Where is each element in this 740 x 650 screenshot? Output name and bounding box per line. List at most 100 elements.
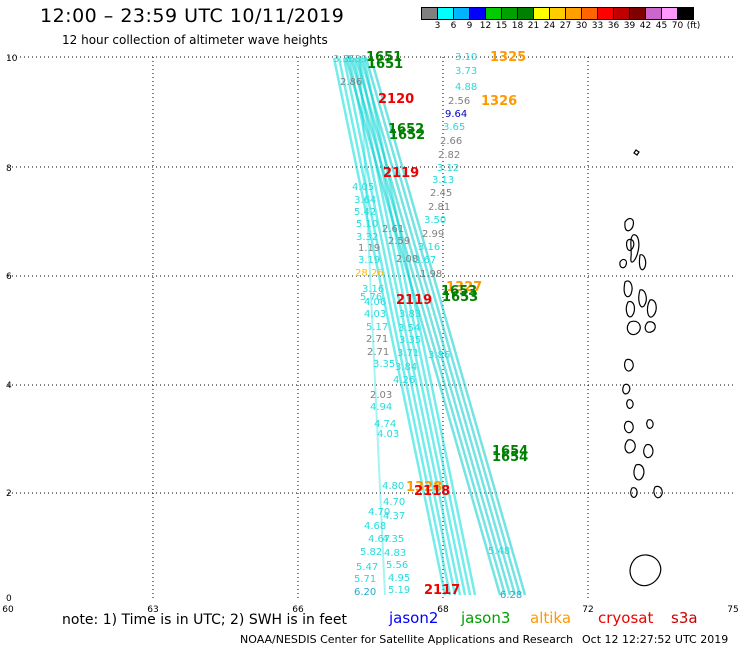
x-tick-label: 63 [147, 605, 158, 615]
legend-jason3: jason3 [461, 609, 511, 627]
wave-height-reading: 4.74 [374, 419, 396, 430]
track-swath [347, 57, 462, 596]
legend-s3a: s3a [671, 609, 698, 627]
color-scale-label: 39 [623, 21, 636, 31]
wave-height-reading: 5.19 [388, 585, 410, 596]
coastline-islands [619, 149, 663, 587]
wave-height-reading: 3.35 [333, 54, 355, 65]
y-tick-label: 0 [6, 594, 12, 604]
wave-height-reading: 3.16 [418, 242, 440, 253]
pass-time-label: 2119 [383, 166, 419, 181]
island-outline [625, 238, 635, 252]
island-outline [623, 280, 633, 298]
wave-height-reading: 3.12 [437, 163, 459, 174]
wave-height-reading: 2.81 [428, 202, 450, 213]
pass-time-label: 1326 [481, 94, 517, 109]
wave-height-reading: 1.19 [358, 243, 380, 254]
pass-time-label: 1654 [492, 444, 528, 459]
wave-height-reading: 3.64 [354, 195, 376, 206]
wave-height-reading: 5.82 [360, 547, 382, 558]
island-outline [626, 320, 641, 336]
wave-height-reading: 1.98 [420, 269, 442, 280]
y-tick-label: 6 [6, 272, 12, 282]
pass-time-label: 2117 [424, 583, 460, 598]
color-scale-label: 27 [559, 21, 572, 31]
x-tick-label: 68 [437, 605, 449, 615]
pass-time-label: 1652 [388, 122, 424, 137]
wave-height-reading: 28.26 [355, 268, 384, 279]
wave-height-reading: 6.28 [500, 590, 522, 601]
track-swath [369, 57, 527, 596]
island-outline [625, 300, 636, 318]
color-scale-label: 21 [527, 21, 540, 31]
wave-height-reading: 3.71 [397, 348, 419, 359]
island-outline [619, 258, 628, 269]
island-outline [638, 289, 647, 308]
wave-height-reading: 2.71 [366, 334, 388, 345]
wave-height-reading: 4.03 [377, 429, 399, 440]
pass-time-label: 2119 [396, 293, 432, 308]
wave-height-reading: 3.67 [414, 255, 436, 266]
legend-note: note: 1) Time is in UTC; 2) SWH is in fe… [62, 612, 348, 628]
wave-height-reading: 5.10 [356, 219, 378, 230]
island-outline [646, 299, 657, 318]
track-swath [332, 57, 447, 596]
y-tick-label: 4 [6, 381, 12, 391]
wave-height-reading: 4.70 [368, 507, 390, 518]
island-outline [630, 234, 640, 263]
island-outline [623, 358, 634, 372]
map-subtitle: 12 hour collection of altimeter wave hei… [62, 33, 328, 47]
pass-time-label: 1653 [442, 290, 478, 305]
wave-height-reading: 4.03 [364, 309, 386, 320]
pass-time-label: 1654 [492, 450, 528, 465]
wave-height-reading: 3.83 [399, 309, 421, 320]
wave-height-reading: 5.56 [386, 560, 408, 571]
wave-height-reading: 3.13 [432, 175, 454, 186]
color-scale [421, 5, 694, 24]
color-scale-label: 36 [607, 21, 620, 31]
color-scale-label: 3 [434, 21, 441, 31]
wave-height-reading: 5.17 [366, 322, 388, 333]
pass-time-label: 1652 [389, 128, 425, 143]
x-tick-label: 66 [292, 605, 304, 615]
island-outline [644, 321, 656, 333]
wave-height-reading: 2.61 [382, 224, 404, 235]
island-outline [623, 420, 634, 434]
wave-height-reading: 2.71 [367, 347, 389, 358]
wave-height-reading: 4.83 [384, 548, 406, 559]
map-title: 12:00 – 23:59 UTC 10/11/2019 [40, 5, 345, 27]
legend-altika: altika [530, 609, 572, 627]
wave-height-reading: 2.08 [396, 254, 418, 265]
wave-height-reading: 4.37 [383, 511, 405, 522]
wave-height-reading: 4.68 [364, 521, 386, 532]
x-tick-label: 60 [2, 605, 14, 615]
pass-time-label: 1325 [490, 50, 526, 65]
y-tick-label: 2 [6, 489, 12, 499]
track-swath [337, 57, 452, 596]
wave-height-reading: 3.19 [358, 255, 380, 266]
color-scale-label: 15 [495, 21, 508, 31]
color-scale-label: 12 [479, 21, 492, 31]
wave-height-reading: 3.86 [428, 350, 450, 361]
wave-height-readings: 3.353.392.863.103.734.882.569.643.652.66… [333, 52, 522, 601]
track-swath [354, 57, 512, 596]
island-outline [633, 149, 640, 156]
wave-height-reading: 2.99 [422, 229, 444, 240]
wave-height-reading: 5.48 [488, 546, 510, 557]
wave-height-reading: 3.84 [395, 362, 417, 373]
track-swath [344, 57, 502, 596]
y-tick-label: 8 [6, 164, 12, 174]
wave-height-reading: 9.64 [445, 109, 467, 120]
wave-height-reading: 2.45 [430, 188, 452, 199]
color-scale-label: 70 [671, 21, 684, 31]
wave-height-reading: 2.86 [340, 77, 362, 88]
generated-timestamp: Oct 12 12:27:52 UTC 2019 [582, 633, 729, 646]
wave-height-reading: 4.26 [393, 375, 415, 386]
wave-height-reading: 4.70 [383, 497, 405, 508]
track-swath [342, 57, 457, 596]
y-tick-label: 10 [6, 54, 18, 64]
wave-height-reading: 4.80 [382, 481, 404, 492]
x-tick-label: 75 [727, 605, 738, 615]
wave-height-reading: 2.66 [440, 136, 462, 147]
